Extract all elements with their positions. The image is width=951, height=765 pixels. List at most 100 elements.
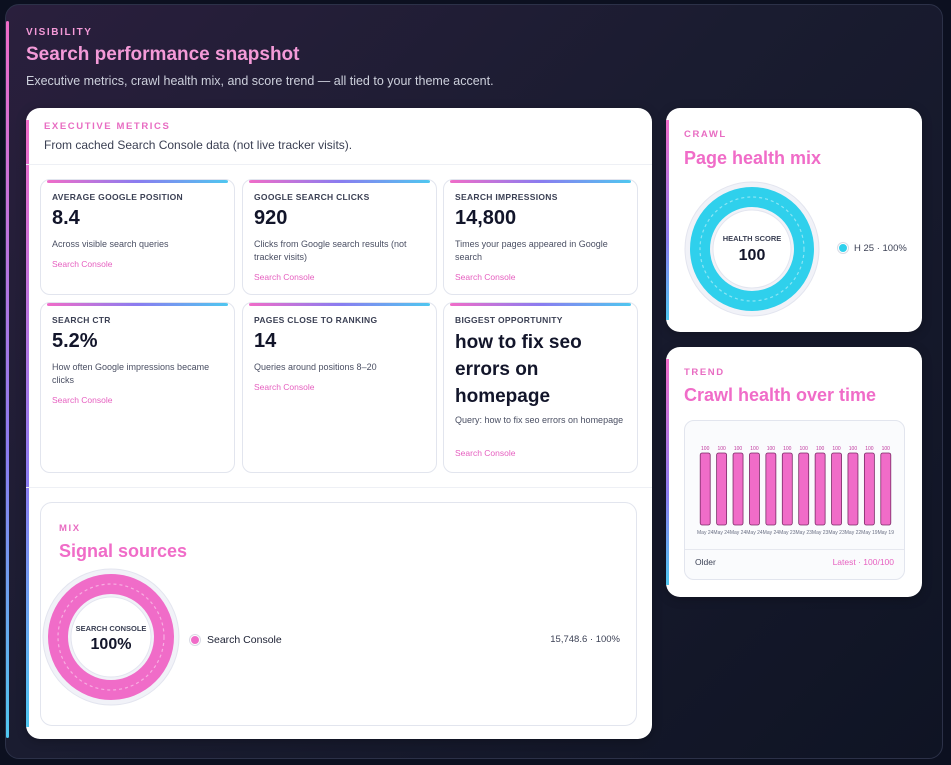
metric-value: 5.2% xyxy=(52,330,98,352)
trend-chart-container: 100 May 24 100 May 24 100 May 24 100 May 24 100 M… xyxy=(684,420,905,580)
trend-bar[interactable] xyxy=(798,452,810,526)
trend-bar-value-label: 100 xyxy=(882,446,891,452)
legend-item-health: H 25 · 100% xyxy=(854,243,907,254)
trend-x-tick-label: May 23 xyxy=(812,530,829,536)
metric-source-link[interactable]: Search Console xyxy=(455,272,516,282)
trend-bar[interactable] xyxy=(847,452,859,526)
donut-center-value: 100 xyxy=(739,247,766,264)
trend-bar-value-label: 100 xyxy=(717,446,726,452)
metric-description: Queries around positions 8–20 xyxy=(254,362,377,372)
trend-bar-value-label: 100 xyxy=(832,446,841,452)
trend-x-tick-label: May 19 xyxy=(878,530,895,536)
trend-bar-value-label: 100 xyxy=(849,446,858,452)
trend-x-tick-label: May 24 xyxy=(697,530,714,536)
page-subtitle: Executive metrics, crawl health mix, and… xyxy=(26,74,494,88)
trend-x-tick-label: May 22 xyxy=(845,530,862,536)
legend-swatch-health xyxy=(838,243,848,253)
divider xyxy=(26,164,652,165)
metric-value: 14 xyxy=(254,330,277,352)
trend-x-tick-label: May 19 xyxy=(861,530,878,536)
trend-bar-value-label: 100 xyxy=(865,446,874,452)
trend-bar-value-label: 100 xyxy=(767,446,776,452)
trend-latest-label: Latest · 100/100 xyxy=(832,557,894,567)
trend-bar[interactable] xyxy=(732,452,744,526)
donut-center-value: 100% xyxy=(91,636,132,653)
trend-eyebrow: TREND xyxy=(684,367,725,378)
trend-bar[interactable] xyxy=(781,452,793,526)
crawl-trend-card: TREND Crawl health over time 100 May 24 10… xyxy=(666,347,922,597)
legend-value-search-console: 15,748.6 · 100% xyxy=(550,634,620,645)
trend-bar[interactable] xyxy=(863,452,875,526)
trend-x-tick-label: May 24 xyxy=(746,530,763,536)
trend-bar-value-label: 100 xyxy=(783,446,792,452)
trend-x-tick-label: May 24 xyxy=(763,530,780,536)
metric-label: SEARCH CTR xyxy=(52,315,111,325)
metric-label: PAGES CLOSE TO RANKING xyxy=(254,315,378,325)
trend-bar[interactable] xyxy=(765,452,777,526)
metric-description: Query: how to fix seo errors on homepage xyxy=(455,415,624,425)
trend-title: Crawl health over time xyxy=(684,385,877,405)
trend-bar[interactable] xyxy=(814,452,826,526)
trend-bar-value-label: 100 xyxy=(816,446,825,452)
divider xyxy=(685,549,904,550)
metric-value: 8.4 xyxy=(52,207,80,229)
trend-bar-value-label: 100 xyxy=(750,446,759,452)
metric-source-link[interactable]: Search Console xyxy=(254,382,315,392)
donut-segment-health xyxy=(690,187,814,311)
metric-label: SEARCH IMPRESSIONS xyxy=(455,192,558,202)
metric-label: BIGGEST OPPORTUNITY xyxy=(455,315,563,325)
trend-bar[interactable] xyxy=(831,452,842,526)
trend-x-tick-label: May 23 xyxy=(828,530,845,536)
trend-bar-value-label: 100 xyxy=(800,446,809,452)
metric-card-biggest-opportunity[interactable]: BIGGEST OPPORTUNITY how to fix seo error… xyxy=(443,302,638,473)
trend-x-tick-label: May 23 xyxy=(779,530,796,536)
legend-item-search-console: Search Console xyxy=(207,634,282,646)
metric-card-average-position[interactable]: AVERAGE GOOGLE POSITION 8.4 Across visib… xyxy=(40,179,235,295)
page-title: Search performance snapshot xyxy=(26,44,300,65)
trend-bar-value-label: 100 xyxy=(734,446,743,452)
signal-sources-panel: MIX Signal sources SEARCH CONSOLE 100% S… xyxy=(40,502,637,726)
trend-x-tick-label: May 24 xyxy=(730,530,747,536)
metric-value: 14,800 xyxy=(455,207,517,229)
metric-value: how to fix seo errors on homepage xyxy=(455,332,582,407)
metric-card-ctr[interactable]: SEARCH CTR 5.2% How often Google impress… xyxy=(40,302,235,473)
trend-older-label: Older xyxy=(695,557,716,567)
metric-description: Across visible search queries xyxy=(52,239,169,249)
page-health-donut: HEALTH SCORE 100 xyxy=(684,181,820,317)
metric-source-link[interactable]: Search Console xyxy=(254,272,315,282)
metric-description: Times your pages appeared in Google sear… xyxy=(455,239,608,262)
executive-subtitle: From cached Search Console data (not liv… xyxy=(44,138,353,152)
section-eyebrow: VISIBILITY xyxy=(26,27,93,38)
metric-label: AVERAGE GOOGLE POSITION xyxy=(52,192,183,202)
donut-segment-search-console xyxy=(48,574,174,700)
executive-eyebrow: EXECUTIVE METRICS xyxy=(44,121,171,132)
trend-bar-value-label: 100 xyxy=(701,446,710,452)
signal-sources-donut: SEARCH CONSOLE 100% xyxy=(42,568,180,706)
trend-x-tick-label: May 23 xyxy=(796,530,813,536)
metric-card-pages-close[interactable]: PAGES CLOSE TO RANKING 14 Queries around… xyxy=(242,302,437,473)
crawl-title: Page health mix xyxy=(684,148,822,168)
trend-bar[interactable] xyxy=(716,452,728,526)
legend-swatch-search-console xyxy=(190,635,200,645)
trend-x-tick-label: May 24 xyxy=(713,530,730,536)
metric-source-link[interactable]: Search Console xyxy=(52,395,113,405)
crawl-eyebrow: CRAWL xyxy=(684,129,727,140)
trend-bar[interactable] xyxy=(749,452,760,526)
mix-title: Signal sources xyxy=(59,541,188,561)
trend-bar[interactable] xyxy=(699,452,711,526)
metric-description: Clicks from Google search results (not t… xyxy=(254,239,407,262)
legend-value: 25 · 100% xyxy=(863,243,907,254)
divider xyxy=(26,487,652,488)
metric-source-link[interactable]: Search Console xyxy=(52,259,113,269)
mix-eyebrow: MIX xyxy=(59,523,81,534)
crawl-health-bar-chart: 100 May 24 100 May 24 100 May 24 100 May 24 100 M… xyxy=(697,446,895,536)
trend-bar[interactable] xyxy=(880,452,892,526)
metric-card-impressions[interactable]: SEARCH IMPRESSIONS 14,800 Times your pag… xyxy=(443,179,638,295)
legend-name: H xyxy=(854,243,861,254)
metric-card-search-clicks[interactable]: GOOGLE SEARCH CLICKS 920 Clicks from Goo… xyxy=(242,179,437,295)
metric-source-link[interactable]: Search Console xyxy=(455,448,516,458)
donut-center-label: HEALTH SCORE xyxy=(723,234,782,243)
snapshot-panel: VISIBILITY Search performance snapshot E… xyxy=(5,4,943,759)
donut-center-label: SEARCH CONSOLE xyxy=(76,624,147,633)
metric-value: 920 xyxy=(254,207,288,229)
